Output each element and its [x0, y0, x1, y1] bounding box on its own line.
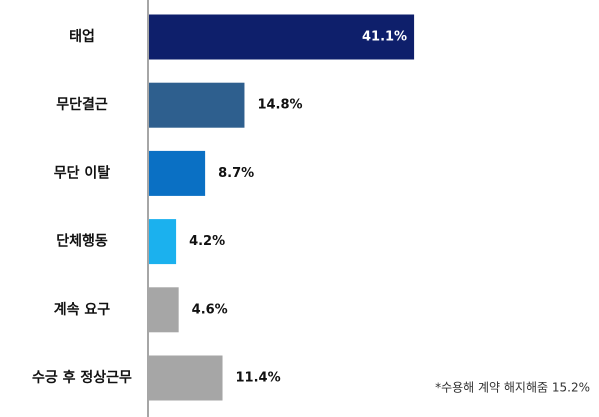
- value-label: 14.8%: [257, 98, 302, 113]
- category-label: 수긍 후 정상근무: [32, 369, 132, 386]
- category-label: 무단결근: [56, 96, 108, 113]
- bar: [149, 150, 206, 196]
- value-label: 41.1%: [362, 30, 407, 45]
- value-label: 11.4%: [236, 371, 281, 386]
- value-label: 8.7%: [218, 166, 254, 181]
- bar: [149, 355, 223, 401]
- category-label: 태업: [69, 29, 95, 45]
- bar: [149, 287, 179, 333]
- bar: [149, 14, 415, 60]
- category-label: 계속 요구: [54, 302, 111, 318]
- category-label: 단체행동: [56, 233, 108, 250]
- value-label: 4.2%: [189, 234, 225, 249]
- annotation: *수용해 계약 해지해줌 15.2%: [435, 380, 590, 395]
- bar: [149, 82, 245, 128]
- value-label: 4.6%: [192, 302, 228, 317]
- bar: [149, 219, 177, 265]
- category-label: 무단 이탈: [54, 164, 111, 181]
